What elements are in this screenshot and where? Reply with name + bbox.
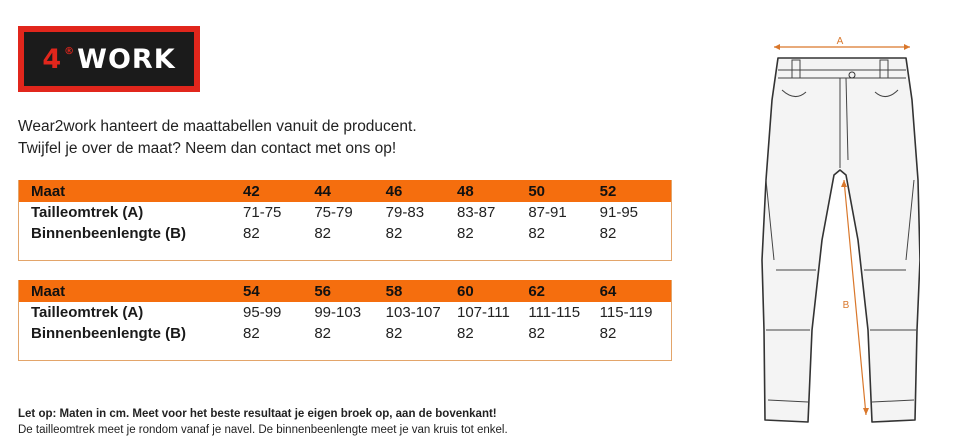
intro-line-1: Wear2work hanteert de maattabellen vanui…: [18, 118, 417, 135]
table-header-row: Maat 42 44 46 48 50 52: [19, 180, 671, 202]
value-cell: 82: [457, 325, 474, 342]
value-cell: 82: [599, 325, 617, 342]
header-label: Maat: [31, 282, 66, 300]
value-cell: 82: [385, 325, 403, 342]
value-cell: 75-79: [314, 204, 353, 221]
brand-logo: 4 ® WORK: [18, 26, 200, 92]
header-label: Maat: [31, 182, 66, 200]
value-cell: 82: [528, 225, 546, 242]
intro-text: Wear2work hanteert de maattabellen vanui…: [18, 116, 417, 160]
footnote-bold: Let op: Maten in cm. Meet voor het beste…: [18, 408, 497, 420]
size-cell: 56: [314, 282, 332, 300]
size-cell: 58: [385, 282, 403, 300]
value-cell: 91-95: [599, 204, 639, 221]
value-cell: 82: [314, 225, 332, 242]
pants-measurement-diagram: A B: [761, 36, 920, 423]
pants-icon: [761, 57, 920, 423]
logo-text: 4 ® WORK: [24, 32, 194, 86]
value-cell: 82: [528, 325, 546, 342]
value-cell: 82: [243, 325, 260, 342]
row-label: Binnenbeenlengte (B): [31, 325, 187, 342]
measure-a-label: A: [837, 36, 844, 47]
intro-line-2: Twijfel je over de maat? Neem dan contac…: [18, 140, 397, 157]
logo-work: WORK: [77, 43, 176, 75]
value-cell: 115-119: [599, 304, 653, 321]
value-cell: 82: [243, 225, 260, 242]
size-cell: 60: [457, 282, 474, 300]
measure-a-line: [774, 44, 910, 50]
table-row: Tailleomtrek (A) 95-99 99-103 103-107 10…: [19, 302, 671, 323]
value-cell: 111-115: [528, 304, 581, 321]
size-cell: 44: [314, 182, 332, 200]
table-row: Binnenbeenlengte (B) 82 82 82 82 82 82: [19, 223, 671, 244]
value-cell: 87-91: [528, 204, 567, 221]
size-cell: 54: [243, 282, 260, 300]
value-cell: 95-99: [243, 304, 282, 321]
value-cell: 107-111: [457, 304, 510, 321]
size-cell: 50: [528, 182, 546, 200]
logo-four: 4: [42, 43, 63, 75]
logo-registered-mark: ®: [64, 45, 76, 57]
size-cell: 42: [243, 182, 260, 200]
size-table-1: Maat 42 44 46 48 50 52 Tailleomtrek (A) …: [18, 180, 672, 261]
size-cell: 52: [599, 182, 617, 200]
row-label: Tailleomtrek (A): [31, 204, 144, 221]
table-row: Tailleomtrek (A) 71-75 75-79 79-83 83-87…: [19, 202, 671, 223]
size-cell: 46: [385, 182, 403, 200]
size-cell: 48: [457, 182, 474, 200]
value-cell: 103-107: [385, 304, 441, 321]
value-cell: 71-75: [243, 204, 282, 221]
size-table-2: Maat 54 56 58 60 62 64 Tailleomtrek (A) …: [18, 280, 672, 361]
table-header-row: Maat 54 56 58 60 62 64: [19, 280, 671, 302]
measure-b-line: [841, 179, 869, 416]
value-cell: 79-83: [385, 204, 425, 221]
value-cell: 99-103: [314, 304, 362, 321]
value-cell: 82: [385, 225, 403, 242]
size-cell: 62: [528, 282, 546, 300]
row-label: Binnenbeenlengte (B): [31, 225, 187, 242]
value-cell: 82: [314, 325, 332, 342]
size-cell: 64: [599, 282, 617, 300]
footnote: Let op: Maten in cm. Meet voor het beste…: [18, 406, 508, 438]
measure-b-label: B: [843, 300, 850, 311]
table-row: Binnenbeenlengte (B) 82 82 82 82 82 82: [19, 323, 671, 344]
value-cell: 82: [457, 225, 474, 242]
value-cell: 82: [599, 225, 617, 242]
row-label: Tailleomtrek (A): [31, 304, 144, 321]
value-cell: 83-87: [457, 204, 496, 221]
footnote-normal: De tailleomtrek meet je rondom vanaf je …: [18, 424, 508, 436]
pants-details: [765, 59, 916, 403]
